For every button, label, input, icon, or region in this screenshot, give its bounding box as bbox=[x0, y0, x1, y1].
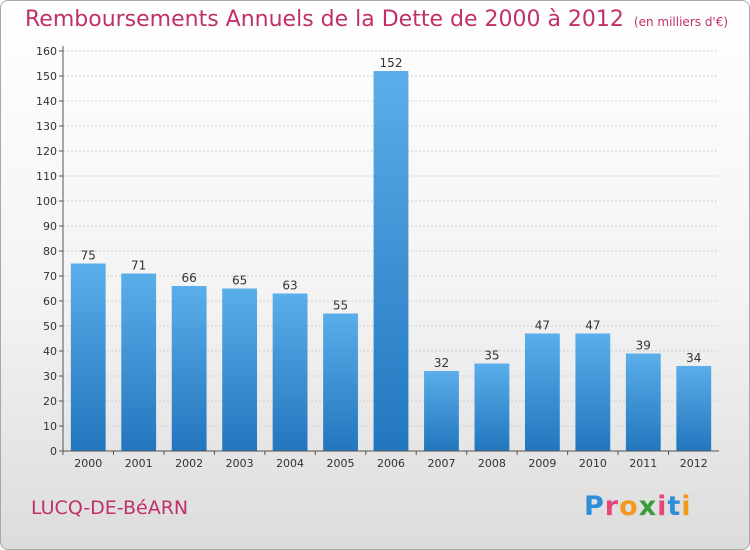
y-tick-label: 30 bbox=[43, 370, 57, 383]
y-tick-label: 70 bbox=[43, 270, 57, 283]
logo-letter: x bbox=[638, 491, 658, 522]
y-tick-label: 20 bbox=[43, 395, 57, 408]
data-label: 55 bbox=[333, 299, 348, 313]
y-tick-label: 150 bbox=[36, 70, 57, 83]
data-label: 47 bbox=[585, 319, 600, 333]
x-tick-label: 2001 bbox=[125, 457, 153, 470]
y-tick-label: 40 bbox=[43, 345, 57, 358]
data-label: 34 bbox=[686, 351, 701, 365]
data-label: 75 bbox=[81, 249, 96, 263]
chart-subtitle: (en milliers d'€) bbox=[633, 15, 729, 29]
data-label: 47 bbox=[535, 319, 550, 333]
bar bbox=[171, 286, 207, 451]
logo-letter: o bbox=[619, 491, 639, 522]
y-tick-label: 130 bbox=[36, 120, 57, 133]
chart-title: Remboursements Annuels de la Dette de 20… bbox=[25, 7, 624, 32]
bar bbox=[272, 293, 308, 451]
x-tick-label: 2011 bbox=[629, 457, 657, 470]
y-tick-label: 60 bbox=[43, 295, 57, 308]
x-tick-label: 2004 bbox=[276, 457, 304, 470]
x-tick-label: 2008 bbox=[478, 457, 506, 470]
y-tick-label: 160 bbox=[36, 45, 57, 58]
data-label: 39 bbox=[636, 339, 651, 353]
logo-letter: i bbox=[681, 491, 692, 522]
logo-letter: t bbox=[667, 491, 682, 522]
data-label: 63 bbox=[282, 279, 297, 293]
x-tick-label: 2010 bbox=[579, 457, 607, 470]
bar bbox=[474, 363, 510, 451]
y-tick-label: 10 bbox=[43, 420, 57, 433]
x-axis: 2000 2001 2002 2003 2004 2005 2006 2007 2008 2009… bbox=[62, 450, 719, 470]
chart-title-block: Remboursements Annuels de la Dette de 20… bbox=[25, 7, 728, 32]
bars: 75 71 66 65 63 55 152 32 35 47 47 39 34 bbox=[70, 56, 712, 451]
x-tick-label: 2000 bbox=[74, 457, 102, 470]
bar bbox=[575, 333, 611, 451]
y-tick-label: 140 bbox=[36, 95, 57, 108]
logo-letter: P bbox=[584, 491, 605, 522]
y-tick-label: 80 bbox=[43, 245, 57, 258]
x-tick-label: 2005 bbox=[327, 457, 355, 470]
y-tick-label: 50 bbox=[43, 320, 57, 333]
x-tick-label: 2002 bbox=[175, 457, 203, 470]
bar bbox=[524, 333, 560, 451]
bar bbox=[323, 313, 358, 451]
y-tick-label: 110 bbox=[36, 170, 57, 183]
bar bbox=[424, 371, 459, 451]
bar bbox=[625, 353, 661, 451]
commune-name: LUCQ-DE-BéARN bbox=[31, 497, 189, 519]
proxiti-logo: Proxiti bbox=[584, 491, 692, 522]
y-tick-label: 120 bbox=[36, 145, 57, 158]
y-axis: 0 10 20 30 40 50 60 70 80 90 100 110 120 130 140 150 160 bbox=[36, 45, 64, 458]
bar bbox=[70, 263, 106, 451]
logo-letter: r bbox=[604, 491, 620, 522]
y-tick-label: 100 bbox=[36, 195, 57, 208]
x-tick-label: 2003 bbox=[226, 457, 254, 470]
y-tick-label: 90 bbox=[43, 220, 57, 233]
x-tick-label: 2012 bbox=[680, 457, 708, 470]
data-label: 152 bbox=[380, 56, 403, 70]
data-label: 66 bbox=[182, 271, 197, 285]
data-label: 71 bbox=[131, 259, 146, 273]
data-label: 35 bbox=[484, 349, 499, 363]
x-tick-label: 2007 bbox=[427, 457, 455, 470]
x-tick-label: 2006 bbox=[377, 457, 405, 470]
bar bbox=[121, 273, 157, 451]
y-tick-label: 0 bbox=[50, 445, 57, 458]
logo-letter: i bbox=[657, 491, 668, 522]
data-label: 65 bbox=[232, 274, 247, 288]
x-tick-label: 2009 bbox=[528, 457, 556, 470]
bar bbox=[222, 288, 258, 451]
bar bbox=[676, 366, 712, 451]
bar bbox=[373, 71, 409, 451]
data-label: 32 bbox=[434, 356, 449, 370]
